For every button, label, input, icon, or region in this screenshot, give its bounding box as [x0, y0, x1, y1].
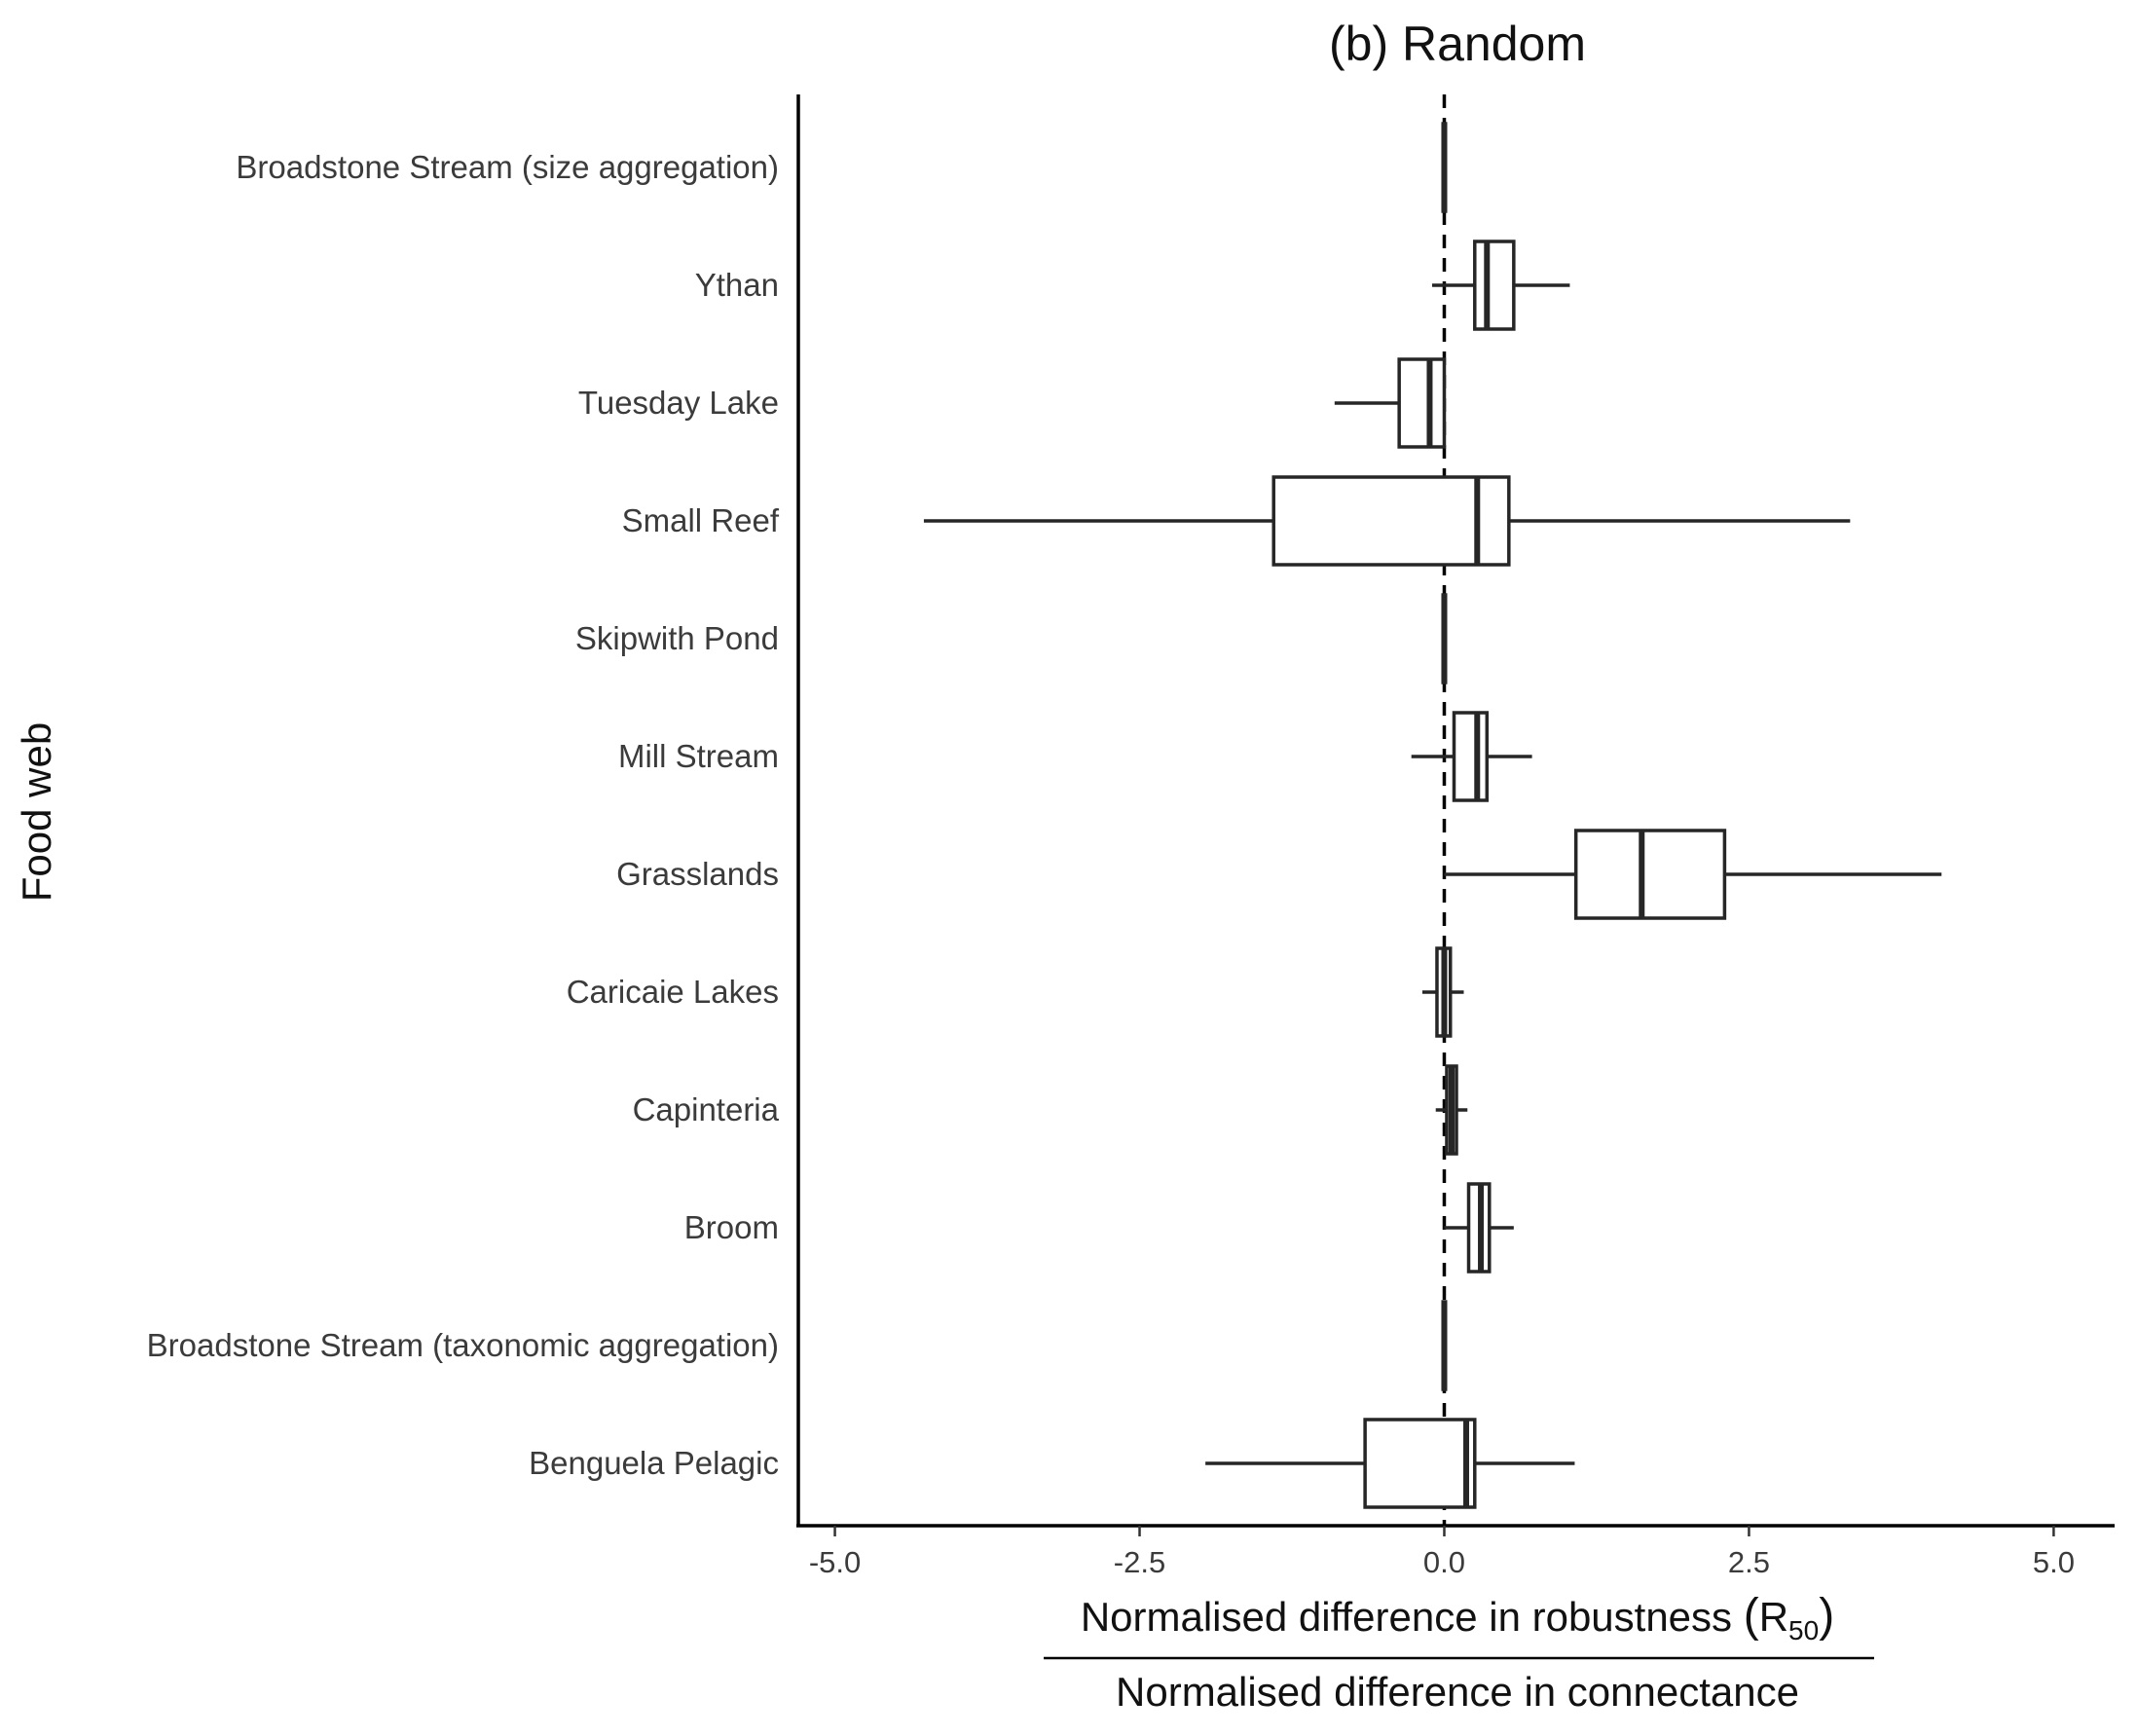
category-label: Mill Stream [618, 738, 779, 774]
x-axis-title-numerator: Normalised difference in robustness (R50… [1081, 1590, 1834, 1645]
y-axis-title: Food web [14, 722, 59, 902]
category-label: Caricaie Lakes [567, 974, 779, 1010]
box-capinteria [1435, 1064, 1468, 1156]
box-iqr [1452, 711, 1490, 802]
subscript-50: 50 [1788, 1615, 1819, 1645]
category-label: Capinteria [633, 1091, 780, 1127]
x-axis-ticks: -5.0 -2.5 0.0 2.5 5.0 [809, 1526, 2075, 1579]
category-label: Grasslands [616, 856, 779, 892]
x-tick-label: -5.0 [809, 1545, 861, 1579]
box-grasslands [1444, 829, 1942, 920]
box-broadstone-stream-size-aggregation [1441, 122, 1448, 213]
category-label: Tuesday Lake [578, 385, 779, 421]
category-label: Benguela Pelagic [529, 1445, 779, 1481]
box-iqr [1397, 357, 1447, 449]
box-iqr [1473, 240, 1516, 331]
box-iqr [1573, 829, 1727, 920]
box-caricaie-lakes [1421, 946, 1464, 1038]
box-small-reef [923, 475, 1851, 567]
x-axis-title-denominator: Normalised difference in connectance [1116, 1669, 1799, 1715]
plot-area [923, 94, 1942, 1526]
x-tick-label: -2.5 [1114, 1545, 1165, 1579]
box-tuesday-lake [1334, 357, 1447, 449]
close-paren: ) [1819, 1590, 1834, 1642]
box-skipwith-pond [1441, 593, 1448, 684]
category-label: Broadstone Stream (size aggregation) [236, 149, 779, 185]
chart-title: (b) Random [1329, 17, 1586, 71]
category-label: Ythan [695, 267, 779, 303]
category-label: Skipwith Pond [575, 620, 779, 656]
r-symbol: R [1759, 1594, 1788, 1640]
open-paren: ( [1744, 1590, 1759, 1642]
box-ythan [1431, 240, 1570, 331]
x-tick-label: 0.0 [1423, 1545, 1465, 1579]
box-broadstone-stream-taxonomic-aggregation [1441, 1300, 1448, 1391]
y-axis-tick-labels: Broadstone Stream (size aggregation) Ytha… [147, 149, 780, 1481]
category-label: Broadstone Stream (taxonomic aggregation… [147, 1327, 779, 1363]
box-iqr [1363, 1418, 1477, 1509]
box-mill-stream [1411, 711, 1532, 802]
box-benguela-pelagic [1205, 1418, 1575, 1509]
category-label: Small Reef [622, 502, 780, 538]
x-tick-label: 5.0 [2033, 1545, 2075, 1579]
box-broom [1444, 1182, 1514, 1274]
x-tick-label: 2.5 [1728, 1545, 1770, 1579]
category-label: Broom [684, 1209, 779, 1245]
x-axis-title-prefix: Normalised difference in robustness [1081, 1594, 1744, 1640]
box-iqr [1271, 475, 1511, 567]
